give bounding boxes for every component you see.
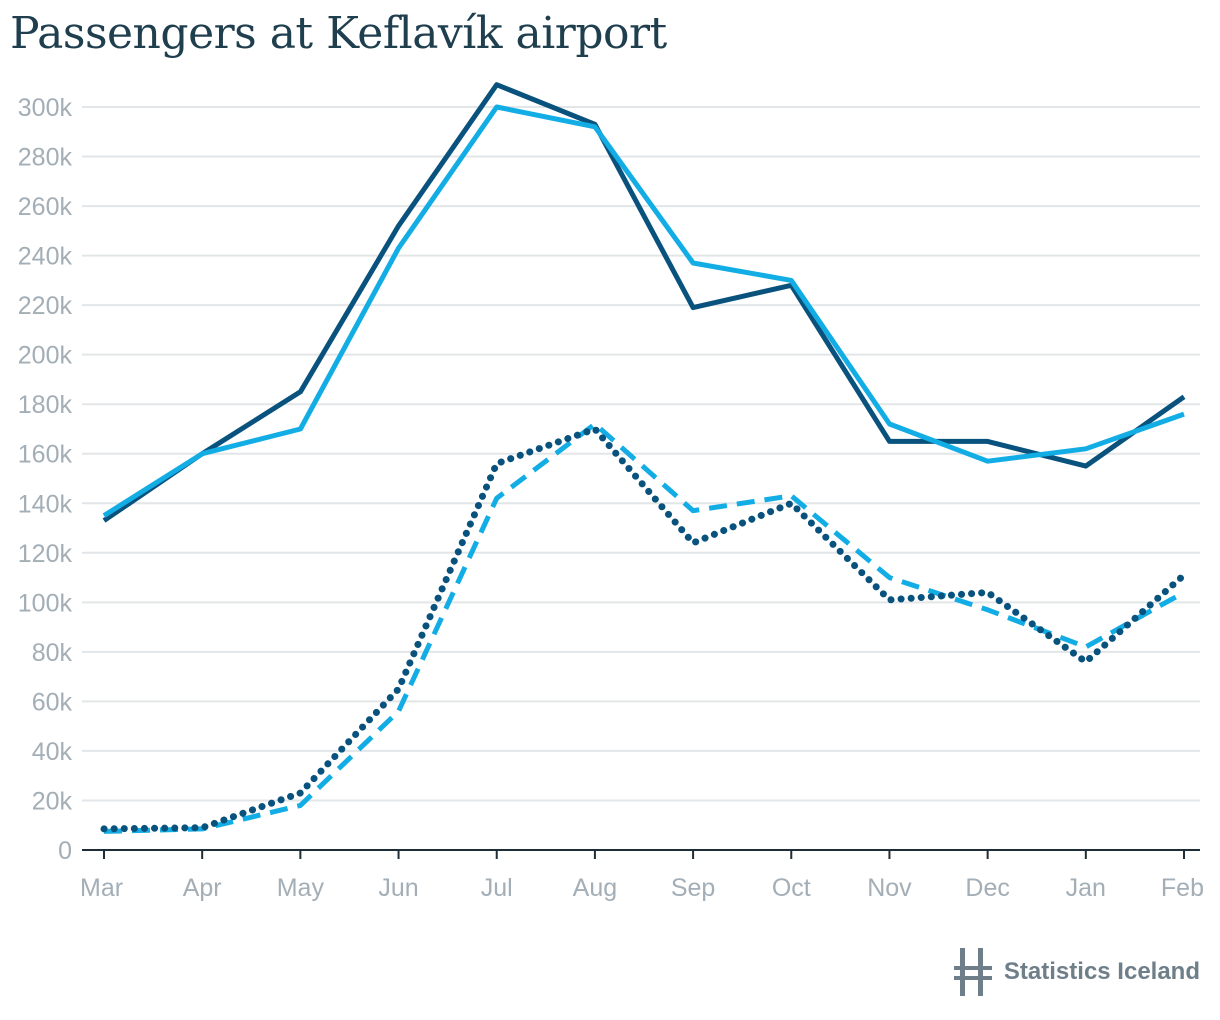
y-tick-label: 260k xyxy=(18,193,73,221)
y-tick-label: 240k xyxy=(18,243,73,271)
chart-title: Passengers at Keflavík airport xyxy=(10,8,667,59)
y-tick-label: 60k xyxy=(32,688,73,716)
x-tick-label: Sep xyxy=(671,874,715,902)
x-tick-label: Apr xyxy=(183,874,222,902)
y-tick-label: 200k xyxy=(18,342,73,370)
y-tick-label: 100k xyxy=(18,589,73,617)
axis-layer: 0 20k 40k 60k 80k 100k 120k 140k 160k 180k 200k 220… xyxy=(18,94,1204,902)
y-tick-label: 300k xyxy=(18,94,73,122)
x-tick-label: Jun xyxy=(378,874,418,902)
statistics-iceland-logo-icon xyxy=(953,948,992,996)
brand-name: Statistics Iceland xyxy=(1003,958,1200,985)
series-dark-solid xyxy=(102,82,1186,523)
y-tick-label: 20k xyxy=(32,787,73,815)
x-tick-label: Aug xyxy=(573,874,617,902)
y-tick-label: 120k xyxy=(18,540,73,568)
y-tick-label: 140k xyxy=(18,490,73,518)
x-tick-label: Feb xyxy=(1161,874,1204,902)
y-tick-label: 280k xyxy=(18,144,73,172)
y-tick-label: 40k xyxy=(32,738,73,766)
grid-layer xyxy=(82,106,1200,802)
y-tick-label: 80k xyxy=(32,639,73,667)
x-tick-label: May xyxy=(277,874,325,902)
series-dark-dotted xyxy=(100,425,1188,833)
x-tick-label: Oct xyxy=(772,874,811,902)
brand: Statistics Iceland xyxy=(953,946,1200,998)
series-light-solid xyxy=(102,104,1185,518)
x-tick-label: Jul xyxy=(481,874,513,902)
x-tick-label: Dec xyxy=(965,874,1009,902)
y-tick-label: 0 xyxy=(58,837,72,865)
x-tick-label: Jan xyxy=(1066,874,1106,902)
x-tick-label: Nov xyxy=(867,874,912,902)
series-layer xyxy=(100,82,1188,834)
y-tick-label: 220k xyxy=(18,292,73,320)
x-tick-label: Mar xyxy=(80,874,123,902)
y-tick-label: 180k xyxy=(18,391,73,419)
series-light-dashed xyxy=(103,421,1186,834)
y-tick-label: 160k xyxy=(18,441,73,469)
